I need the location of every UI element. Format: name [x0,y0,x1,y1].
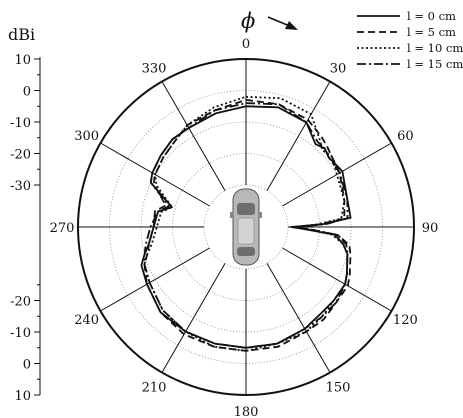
series-line-3 [143,102,349,349]
radial-unit-label: dBi [8,25,35,44]
legend-label-3: l = 15 cm [407,57,463,71]
legend-label-1: l = 5 cm [407,25,456,39]
angle-label-270: 270 [50,221,75,236]
radial-tick-upper-label: -30 [10,179,31,194]
angle-label-120: 120 [393,313,418,328]
spoke-line [282,142,392,207]
azimuth-indicator: ϕ [241,9,298,33]
spoke-line [161,263,226,373]
legend-label-0: l = 0 cm [407,9,456,23]
angle-label-330: 330 [142,62,167,77]
angle-labels: 0 30 60 90 120 150 180 210 240 270 300 330 [50,37,439,418]
spoke-line [161,81,226,191]
azimuth-arrowhead-icon [285,21,298,30]
azimuth-symbol: ϕ [241,9,255,33]
legend-label-2: l = 10 cm [407,41,463,55]
radial-tick-upper-label: 10 [14,53,31,68]
angle-label-90: 90 [422,221,439,236]
radial-tick-upper-label: 0 [23,85,31,100]
angle-label-180: 180 [234,405,259,418]
spoke-line [100,247,210,312]
radial-axis: 10 0 -10 -20 -30 -20 -10 0 10 [10,53,41,404]
radial-tick-lower-label: -10 [10,326,31,341]
radial-tick-lower-label: -20 [10,295,31,310]
outer-circle [77,58,415,396]
series-line-2 [143,95,349,352]
angle-label-210: 210 [142,380,167,395]
radial-tick-upper-label: -20 [10,148,31,163]
car-icon [230,188,262,266]
radial-tick-lower-label: 0 [23,358,31,373]
radial-tick-lower-label: 10 [14,389,31,404]
radial-tick-upper-label: -10 [10,116,31,131]
angle-label-60: 60 [397,129,414,144]
spoke-line [282,247,392,312]
angle-label-30: 30 [330,62,347,77]
angle-label-300: 300 [74,129,99,144]
legend: l = 0 cm l = 5 cm l = 10 cm l = 15 cm [357,9,463,71]
angle-label-0: 0 [242,37,250,52]
series-group [140,95,352,352]
spoke-line [266,81,331,191]
spoke-line [266,263,331,373]
angle-label-150: 150 [326,380,351,395]
angle-label-240: 240 [74,313,99,328]
